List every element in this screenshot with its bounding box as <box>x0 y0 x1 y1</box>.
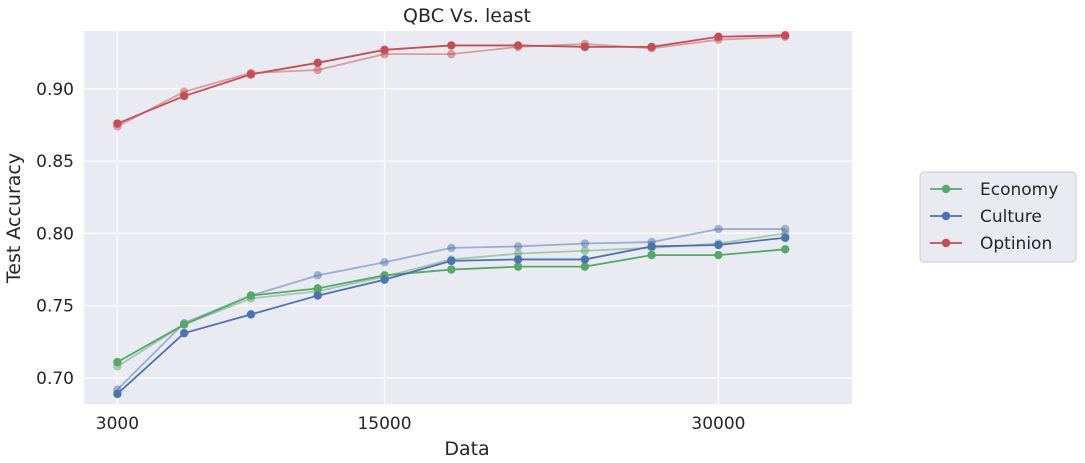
chart-title: QBC Vs. least <box>403 5 531 27</box>
data-point <box>113 389 122 399</box>
data-point <box>447 256 456 266</box>
data-point <box>313 58 322 68</box>
data-point <box>714 32 723 41</box>
series-culture <box>113 233 790 399</box>
data-point <box>580 255 590 264</box>
data-point <box>781 233 790 242</box>
data-point <box>513 255 523 264</box>
data-point <box>647 42 656 52</box>
data-point <box>714 224 723 234</box>
series-optinion <box>113 31 790 128</box>
x-tick-label: 3000 <box>96 414 139 434</box>
data-point <box>580 42 590 52</box>
data-point <box>714 240 723 250</box>
legend-item-optinion: Optinion <box>930 234 1052 254</box>
series-layer <box>113 31 790 399</box>
legend-swatch-marker <box>941 184 951 194</box>
data-point <box>513 242 523 251</box>
data-point <box>447 243 456 253</box>
data-point <box>447 49 456 59</box>
legend-label: Optinion <box>980 234 1052 254</box>
tick-labels: 0.70 0.75 0.80 0.85 0.90 3000 15000 30000 <box>36 80 745 434</box>
data-point <box>179 320 189 329</box>
data-point <box>313 271 322 280</box>
data-point <box>313 284 322 293</box>
y-tick-label: 0.80 <box>36 224 74 244</box>
data-point <box>179 328 189 338</box>
data-point <box>513 249 523 258</box>
legend: Economy Culture Optinion <box>919 171 1077 263</box>
y-tick-label: 0.90 <box>36 80 74 100</box>
x-tick-label: 30000 <box>691 414 745 434</box>
legend-item-economy: Economy <box>930 180 1058 200</box>
x-tick-label: 15000 <box>357 414 411 434</box>
legend-swatch-marker <box>941 211 951 221</box>
data-point <box>179 91 189 101</box>
data-point <box>580 262 590 271</box>
data-point <box>447 41 456 50</box>
data-point <box>380 45 389 54</box>
series-economy <box>113 245 790 367</box>
data-point <box>781 31 790 40</box>
data-point <box>647 242 656 251</box>
y-tick-label: 0.85 <box>36 152 74 172</box>
y-tick-label: 0.70 <box>36 369 74 389</box>
data-point <box>113 119 122 128</box>
y-tick-label: 0.75 <box>36 297 74 317</box>
data-point <box>714 250 723 260</box>
y-axis-label: Test Accuracy <box>3 153 25 284</box>
plot-area <box>84 31 852 404</box>
data-point <box>246 70 256 79</box>
data-point <box>313 291 322 300</box>
legend-label: Culture <box>980 207 1042 227</box>
data-point <box>580 246 590 255</box>
data-point <box>781 245 790 254</box>
x-axis-label: Data <box>444 438 489 460</box>
data-point <box>580 239 590 248</box>
data-point <box>380 258 389 267</box>
grid <box>84 31 852 404</box>
data-point <box>313 65 322 75</box>
legend-label: Economy <box>980 180 1058 200</box>
data-point <box>781 224 790 234</box>
data-point <box>513 262 523 271</box>
data-point <box>513 41 523 50</box>
legend-item-culture: Culture <box>930 207 1042 227</box>
legend-swatch-marker <box>941 238 951 248</box>
data-point <box>246 291 256 300</box>
data-point <box>113 357 122 367</box>
data-point <box>447 265 456 274</box>
data-point <box>647 250 656 260</box>
legend-box <box>919 171 1077 263</box>
data-point <box>380 275 389 284</box>
data-point <box>246 310 256 319</box>
